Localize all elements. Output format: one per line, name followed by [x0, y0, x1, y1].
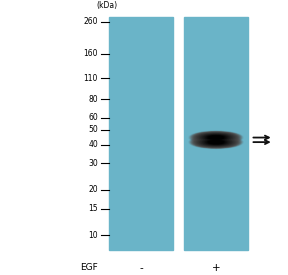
Ellipse shape — [209, 136, 223, 139]
Ellipse shape — [194, 132, 238, 143]
Ellipse shape — [199, 138, 233, 146]
Ellipse shape — [197, 138, 235, 147]
Ellipse shape — [200, 134, 232, 141]
Ellipse shape — [206, 135, 226, 140]
Ellipse shape — [209, 141, 223, 144]
Ellipse shape — [192, 132, 240, 143]
Ellipse shape — [190, 136, 242, 148]
Ellipse shape — [197, 133, 235, 142]
Ellipse shape — [206, 140, 226, 144]
Text: +: + — [212, 263, 220, 273]
Ellipse shape — [203, 139, 229, 145]
Ellipse shape — [202, 139, 230, 145]
Ellipse shape — [208, 141, 224, 144]
Text: 10: 10 — [88, 231, 98, 240]
Ellipse shape — [207, 140, 225, 144]
Ellipse shape — [209, 141, 223, 144]
Ellipse shape — [204, 139, 228, 145]
Ellipse shape — [196, 137, 236, 147]
Ellipse shape — [206, 136, 226, 139]
Ellipse shape — [205, 140, 227, 145]
Ellipse shape — [208, 136, 224, 139]
Text: -: - — [139, 263, 143, 273]
Ellipse shape — [198, 134, 233, 142]
Ellipse shape — [202, 134, 230, 141]
Ellipse shape — [201, 134, 231, 141]
Ellipse shape — [204, 135, 228, 140]
Text: 160: 160 — [84, 49, 98, 58]
Text: 15: 15 — [88, 204, 98, 213]
Text: 80: 80 — [88, 95, 98, 104]
Ellipse shape — [205, 135, 227, 140]
Ellipse shape — [199, 134, 233, 141]
Ellipse shape — [207, 136, 225, 139]
Ellipse shape — [198, 138, 234, 146]
Ellipse shape — [193, 132, 239, 143]
Bar — [109, 17, 173, 250]
Ellipse shape — [196, 133, 236, 142]
Ellipse shape — [204, 139, 228, 145]
Ellipse shape — [202, 139, 230, 145]
Ellipse shape — [204, 135, 228, 140]
Ellipse shape — [201, 139, 231, 145]
Text: 60: 60 — [88, 114, 98, 122]
Ellipse shape — [195, 137, 237, 147]
Ellipse shape — [195, 133, 237, 142]
Ellipse shape — [206, 140, 226, 144]
Text: 260: 260 — [84, 17, 98, 26]
Ellipse shape — [189, 136, 243, 148]
Ellipse shape — [209, 136, 223, 139]
Ellipse shape — [191, 132, 241, 144]
Ellipse shape — [192, 136, 240, 148]
Text: 40: 40 — [88, 140, 98, 149]
Text: EGF: EGF — [80, 263, 98, 272]
Ellipse shape — [191, 131, 241, 144]
Ellipse shape — [200, 134, 232, 141]
Ellipse shape — [196, 138, 236, 147]
Ellipse shape — [196, 133, 236, 142]
Bar — [184, 17, 248, 250]
Ellipse shape — [205, 135, 227, 140]
Text: 50: 50 — [88, 125, 98, 134]
Text: 110: 110 — [84, 74, 98, 83]
Ellipse shape — [197, 138, 235, 147]
Text: 20: 20 — [88, 185, 98, 194]
Ellipse shape — [197, 133, 235, 142]
Ellipse shape — [192, 136, 240, 148]
Ellipse shape — [191, 136, 241, 148]
Ellipse shape — [200, 139, 232, 146]
Ellipse shape — [194, 133, 238, 143]
Ellipse shape — [198, 138, 233, 146]
Ellipse shape — [202, 134, 230, 141]
Ellipse shape — [194, 137, 238, 147]
Text: (kDa): (kDa) — [96, 1, 117, 10]
Ellipse shape — [189, 131, 243, 144]
Ellipse shape — [191, 136, 241, 148]
Ellipse shape — [194, 137, 238, 147]
Ellipse shape — [190, 131, 242, 144]
Ellipse shape — [205, 140, 227, 144]
Ellipse shape — [193, 137, 239, 148]
Ellipse shape — [192, 132, 240, 143]
Ellipse shape — [203, 135, 229, 141]
Text: 30: 30 — [88, 159, 98, 168]
Ellipse shape — [200, 138, 232, 146]
Ellipse shape — [198, 133, 234, 142]
